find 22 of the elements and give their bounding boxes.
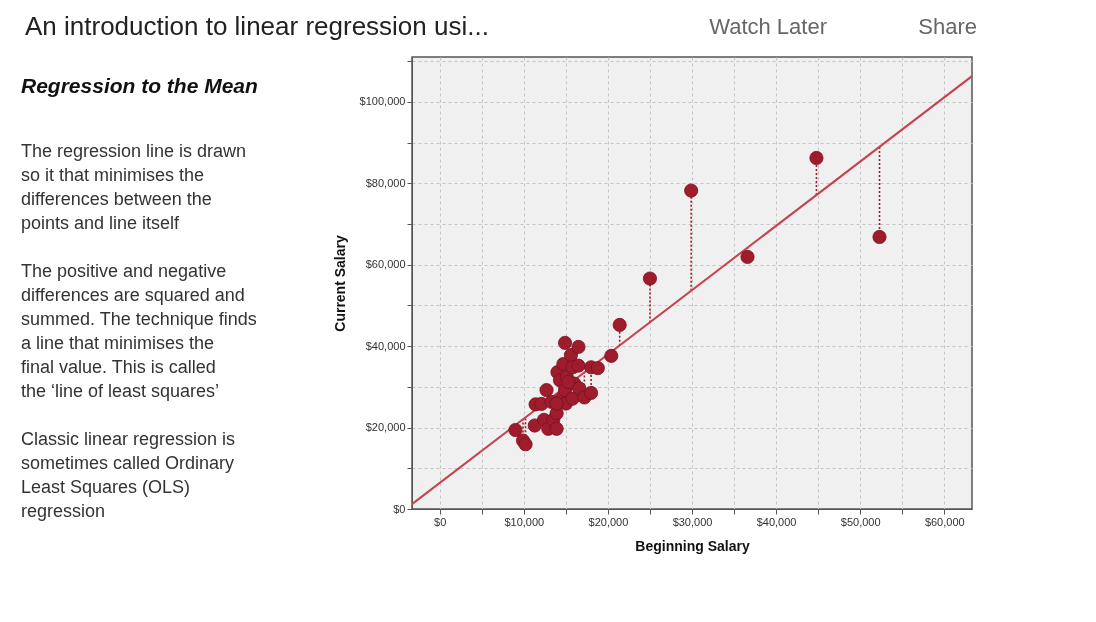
x-tick-label: $10,000 bbox=[504, 515, 545, 528]
y-tick-label: $40,000 bbox=[365, 339, 406, 352]
text: Share bbox=[918, 14, 977, 39]
x-tick-label: $60,000 bbox=[924, 515, 965, 528]
y-tick-label: $20,000 bbox=[365, 421, 406, 434]
y-tick-label: $80,000 bbox=[365, 176, 406, 189]
text: The regression line is drawn so it that minimises the differences between the points and line itself bbox=[21, 141, 247, 233]
chart-title: An introduction to linear regression usi... bbox=[25, 11, 489, 41]
x-tick-label: $40,000 bbox=[756, 515, 797, 528]
x-tick-label: $0 bbox=[434, 515, 447, 528]
x-tick-label: $50,000 bbox=[840, 515, 881, 528]
x-tick-label: $30,000 bbox=[672, 515, 713, 528]
y-axis-title: Current Salary bbox=[331, 235, 348, 332]
text: The positive and negative differences are squared and summed. The technique finds a line that minimises the final value. This is called the ‘line of least squares’ bbox=[21, 261, 257, 401]
y-tick-label: $60,000 bbox=[365, 258, 406, 271]
x-axis-title: Beginning Salary bbox=[635, 537, 750, 554]
text: Watch Later bbox=[709, 14, 827, 39]
x-tick-label: $20,000 bbox=[588, 515, 629, 528]
y-tick-label: $100,000 bbox=[359, 95, 406, 108]
text: Classic linear regression is sometimes called Ordinary Least Squares (OLS) regression bbox=[21, 429, 236, 521]
y-tick-label: $0 bbox=[393, 502, 406, 515]
text: Regression to the Mean bbox=[21, 74, 258, 97]
